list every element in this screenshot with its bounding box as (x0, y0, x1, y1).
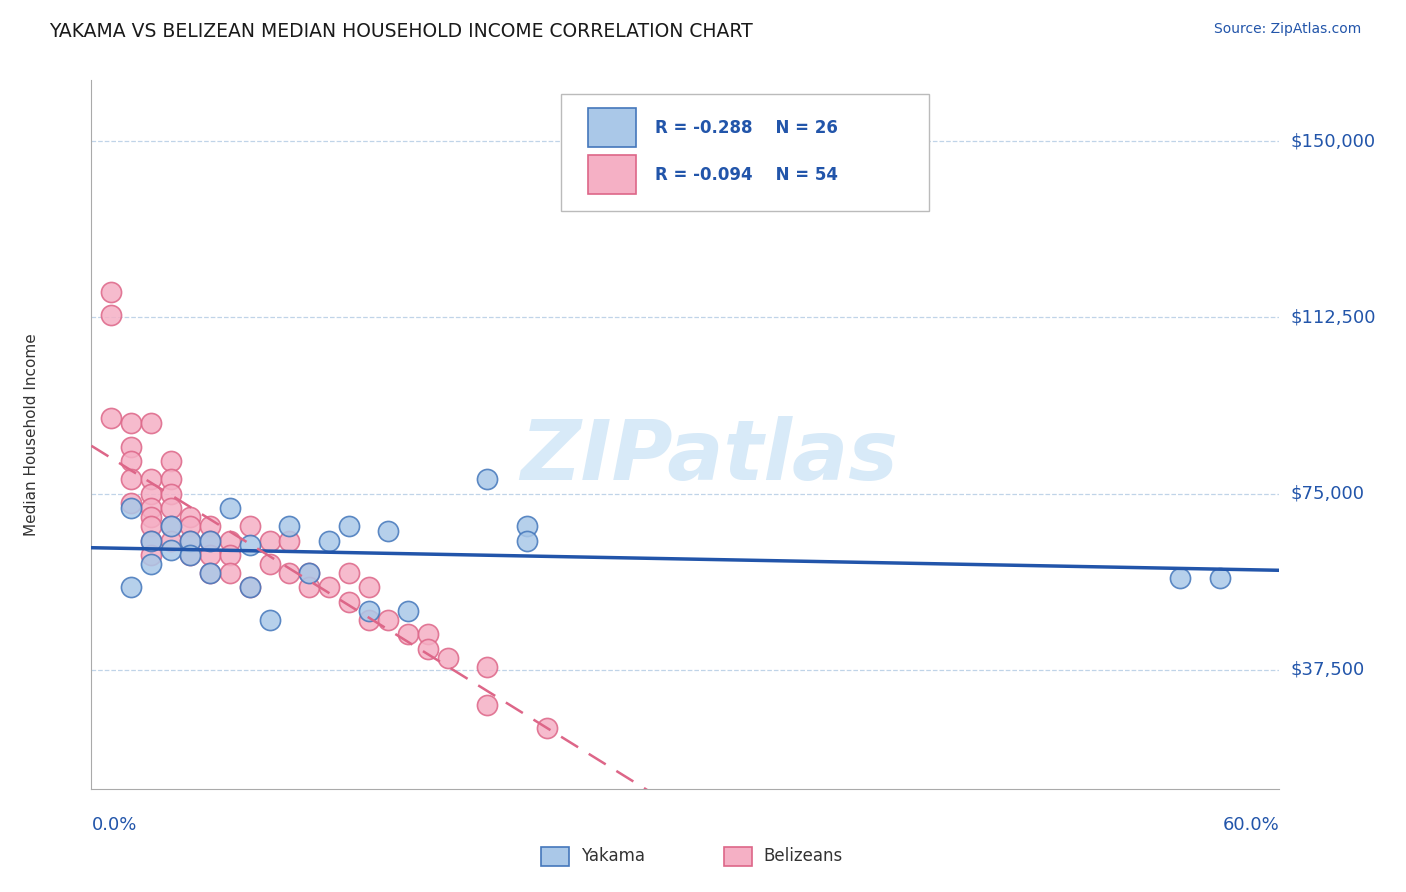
Point (179, 519, 201, 533)
Point (239, 581, 262, 595)
Point (139, 557, 162, 571)
Point (120, 440, 142, 454)
Point (120, 453, 142, 467)
Bar (588, 108, 636, 147)
Point (318, 581, 340, 595)
Point (120, 581, 142, 595)
Text: YAKAMA VS BELIZEAN MEDIAN HOUSEHOLD INCOME CORRELATION CHART: YAKAMA VS BELIZEAN MEDIAN HOUSEHOLD INCO… (49, 22, 754, 41)
Point (298, 566, 321, 581)
Point (219, 548, 242, 562)
Point (200, 566, 222, 581)
Point (159, 486, 181, 500)
Point (200, 533, 222, 548)
Point (159, 533, 181, 548)
Point (159, 500, 181, 515)
Text: R = -0.094    N = 54: R = -0.094 N = 54 (655, 166, 838, 184)
Point (259, 557, 281, 571)
Point (200, 548, 222, 562)
Text: R = -0.288    N = 26: R = -0.288 N = 26 (655, 119, 838, 136)
Point (357, 613, 380, 627)
Point (1170, 571, 1192, 585)
Point (179, 533, 201, 548)
Point (357, 604, 380, 618)
Point (200, 566, 222, 581)
Text: 60.0%: 60.0% (1223, 816, 1279, 834)
Point (396, 604, 419, 618)
Point (219, 566, 242, 581)
Point (477, 660, 499, 674)
Point (200, 519, 222, 533)
Point (139, 486, 162, 500)
Point (477, 698, 499, 712)
Point (1209, 571, 1232, 585)
Text: $75,000: $75,000 (1291, 484, 1365, 502)
Text: Belizeans: Belizeans (763, 847, 842, 865)
Point (278, 566, 301, 581)
Point (259, 533, 281, 548)
Point (120, 496, 142, 510)
Point (139, 473, 162, 487)
Point (357, 581, 380, 595)
Point (200, 533, 222, 548)
Text: $37,500: $37,500 (1291, 661, 1365, 679)
Point (100, 308, 122, 322)
Point (139, 510, 162, 524)
Point (298, 566, 321, 581)
Point (159, 453, 181, 467)
Point (278, 533, 301, 548)
Point (396, 627, 419, 641)
Point (120, 416, 142, 430)
Point (377, 524, 399, 538)
Point (416, 641, 439, 656)
Text: Median Household Income: Median Household Income (24, 334, 39, 536)
Point (239, 581, 262, 595)
Point (120, 500, 142, 515)
Point (416, 627, 439, 641)
Point (120, 473, 142, 487)
Bar (588, 155, 636, 194)
Text: $112,500: $112,500 (1291, 309, 1376, 326)
Point (159, 473, 181, 487)
Point (179, 548, 201, 562)
Point (337, 566, 360, 581)
Point (159, 519, 181, 533)
Point (259, 613, 281, 627)
Point (179, 510, 201, 524)
Point (139, 533, 162, 548)
Point (219, 500, 242, 515)
Text: Source: ZipAtlas.com: Source: ZipAtlas.com (1213, 22, 1361, 37)
Point (239, 519, 262, 533)
Point (100, 411, 122, 425)
Point (318, 533, 340, 548)
Point (278, 519, 301, 533)
Point (139, 416, 162, 430)
Point (337, 519, 360, 533)
Point (477, 473, 499, 487)
Point (159, 542, 181, 557)
Text: ZIPatlas: ZIPatlas (520, 416, 898, 497)
Point (298, 581, 321, 595)
Point (139, 519, 162, 533)
Text: 0.0%: 0.0% (91, 816, 136, 834)
Point (239, 538, 262, 552)
Point (159, 519, 181, 533)
Point (436, 651, 458, 665)
Point (337, 594, 360, 608)
Point (139, 533, 162, 548)
Point (100, 285, 122, 299)
FancyBboxPatch shape (561, 95, 929, 211)
Point (377, 613, 399, 627)
Point (139, 548, 162, 562)
Point (516, 533, 538, 548)
Point (536, 722, 558, 736)
Point (219, 533, 242, 548)
Point (139, 500, 162, 515)
Point (516, 519, 538, 533)
Text: Yakama: Yakama (581, 847, 645, 865)
Text: $150,000: $150,000 (1291, 132, 1376, 151)
Point (179, 533, 201, 548)
Point (179, 548, 201, 562)
